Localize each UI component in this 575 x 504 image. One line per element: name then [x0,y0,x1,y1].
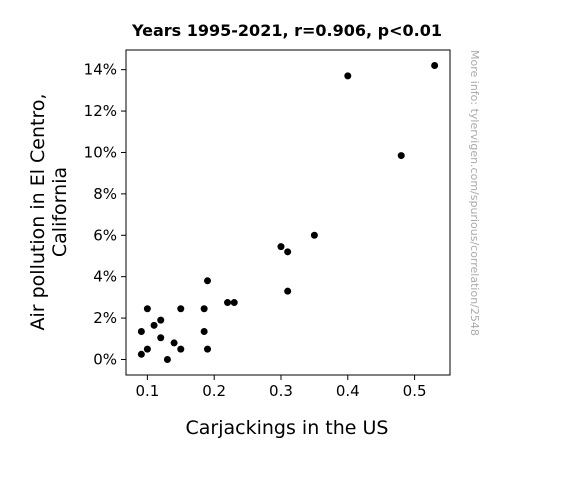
data-point [150,321,158,329]
x-tick-label: 0.2 [202,382,226,400]
data-point [200,305,208,313]
y-axis-label: Air pollution in El Centro, California [27,93,71,330]
data-point [310,231,318,239]
data-point [137,350,145,358]
data-points [137,62,439,363]
data-point [163,355,171,363]
data-point [157,316,165,324]
chart-title: Years 1995-2021, r=0.906, p<0.01 [131,21,442,40]
x-tick-label: 0.4 [336,382,360,400]
data-point [224,299,232,307]
y-tick-label: 2% [93,309,117,327]
data-point [170,339,178,347]
data-point [143,345,151,353]
y-tick-label: 10% [84,143,117,161]
x-tick-label: 0.3 [269,382,293,400]
data-point [284,248,292,256]
data-point [200,328,208,336]
y-tick-label: 6% [93,226,117,244]
data-point [204,345,212,353]
data-point [344,72,352,80]
data-point [143,305,151,313]
data-point [204,277,212,285]
x-tick-label: 0.5 [403,382,427,400]
x-axis-label: Carjackings in the US [186,417,389,439]
data-point [137,328,145,336]
data-point [431,62,439,70]
x-axis-ticks: 0.1 0.2 0.3 0.4 0.5 [135,375,427,400]
source-note: More info: tylervigen.com/spurious/corre… [468,50,481,336]
y-axis-label-line-2: California [49,167,71,257]
data-point [230,299,238,307]
y-tick-label: 0% [93,350,117,368]
y-tick-label: 8% [93,185,117,203]
data-point [177,305,185,313]
y-tick-label: 12% [84,102,117,120]
data-point [397,152,405,160]
data-point [157,334,165,342]
y-tick-label: 14% [84,61,117,79]
data-point [177,345,185,353]
y-tick-label: 4% [93,268,117,286]
data-point [284,287,292,295]
data-point [277,243,285,251]
y-axis-ticks: 0% 2% 4% 6% 8% 10% 12% 14% [84,61,126,368]
plot-area-frame [125,49,451,376]
y-axis-label-line-1: Air pollution in El Centro, [27,93,49,330]
x-tick-label: 0.1 [135,382,159,400]
